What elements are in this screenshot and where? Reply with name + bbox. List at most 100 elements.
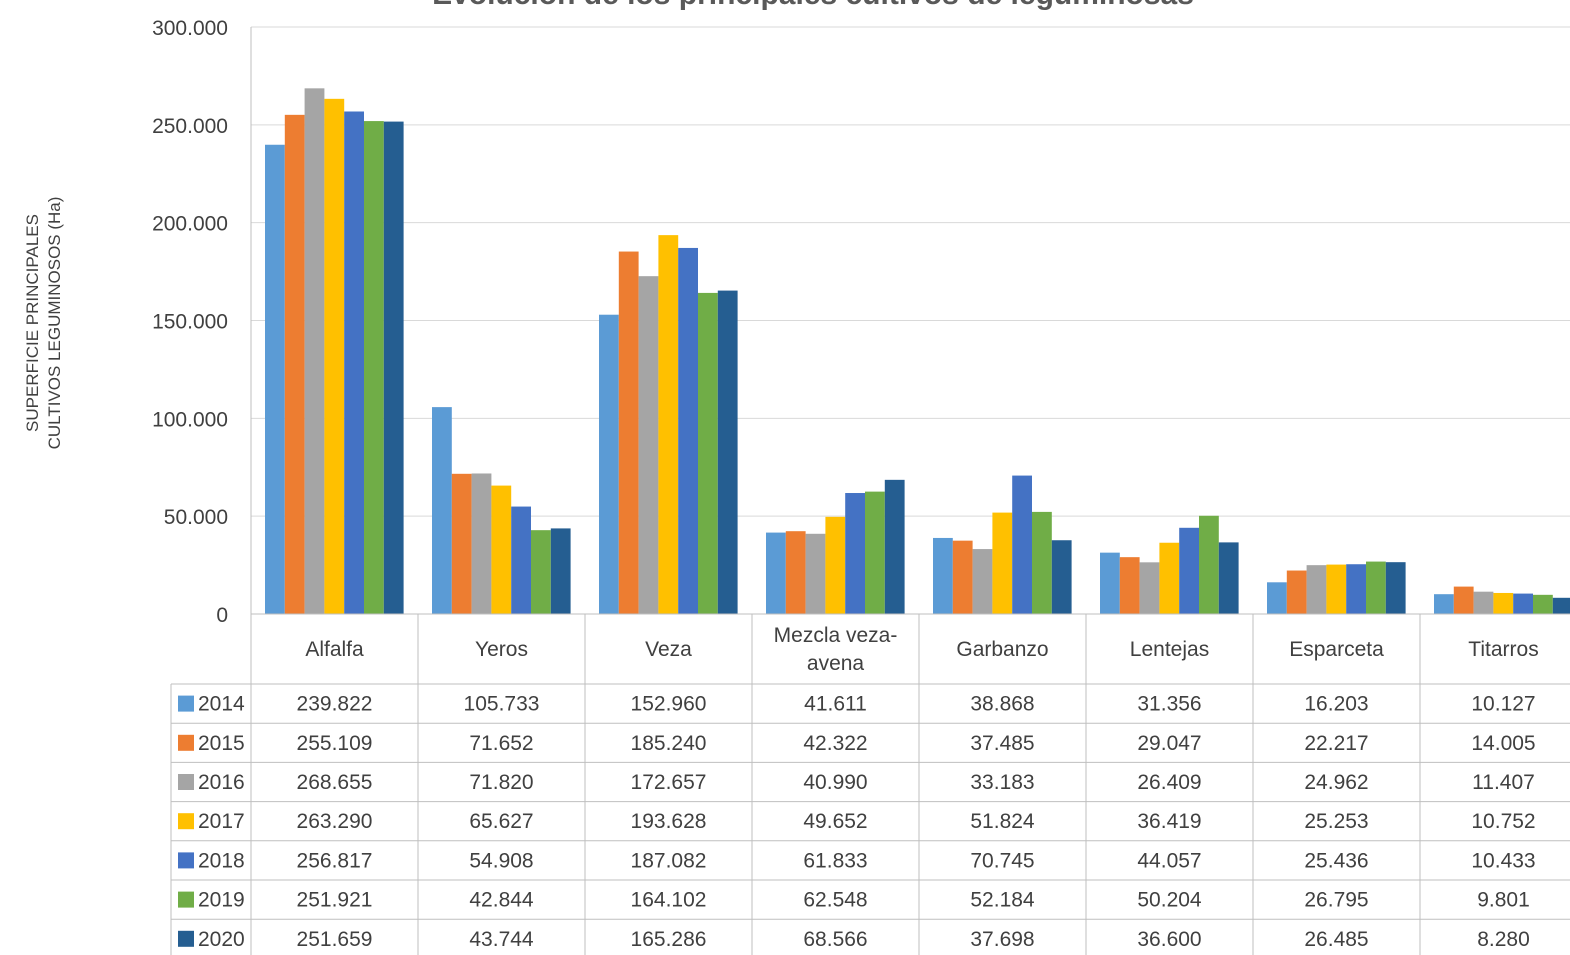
series-name: 2019 bbox=[198, 889, 245, 912]
bar bbox=[1513, 593, 1533, 614]
data-label: 26.485 bbox=[1304, 928, 1368, 951]
data-label: 16.203 bbox=[1304, 693, 1368, 716]
bar bbox=[1346, 564, 1366, 614]
data-label: 185.240 bbox=[631, 732, 707, 755]
bar bbox=[491, 485, 512, 614]
category-label: Garbanzo bbox=[956, 638, 1048, 661]
data-label: 71.820 bbox=[469, 771, 533, 794]
bar bbox=[1366, 561, 1386, 614]
bar bbox=[383, 121, 404, 615]
data-label: 11.407 bbox=[1472, 771, 1535, 794]
bar bbox=[845, 493, 865, 614]
bar bbox=[1218, 542, 1239, 614]
bar bbox=[766, 532, 786, 614]
data-label: 172.657 bbox=[631, 771, 707, 794]
bar bbox=[471, 473, 492, 614]
data-label: 68.566 bbox=[803, 928, 867, 951]
bar bbox=[952, 540, 973, 614]
bar bbox=[865, 491, 885, 614]
bar bbox=[1552, 597, 1570, 614]
series-name: 2015 bbox=[198, 732, 245, 755]
data-label: 14.005 bbox=[1471, 732, 1535, 755]
bar bbox=[599, 314, 619, 614]
data-label: 105.733 bbox=[464, 693, 540, 716]
bar bbox=[1493, 592, 1514, 614]
bar bbox=[1306, 565, 1327, 614]
series-name: 2014 bbox=[198, 693, 245, 716]
bar bbox=[1267, 582, 1287, 614]
bar bbox=[324, 98, 345, 615]
bar bbox=[1385, 562, 1406, 614]
data-label: 25.253 bbox=[1304, 810, 1368, 833]
category-label: Mezcla veza- bbox=[774, 624, 898, 647]
bar bbox=[531, 530, 551, 614]
bar bbox=[992, 512, 1013, 614]
bar bbox=[1179, 527, 1199, 614]
bar bbox=[1139, 562, 1160, 614]
data-label: 49.652 bbox=[803, 810, 867, 833]
data-label: 251.921 bbox=[297, 889, 373, 912]
bar bbox=[284, 114, 305, 614]
y-tick-label: 0 bbox=[216, 604, 228, 627]
bar bbox=[1434, 594, 1454, 614]
data-label: 38.868 bbox=[970, 693, 1034, 716]
data-label: 61.833 bbox=[803, 849, 867, 872]
data-label: 239.822 bbox=[297, 693, 373, 716]
data-label: 70.745 bbox=[970, 849, 1034, 872]
bar bbox=[432, 407, 452, 614]
data-label: 41.611 bbox=[804, 693, 867, 716]
data-label: 9.801 bbox=[1477, 889, 1530, 912]
data-label: 26.409 bbox=[1137, 771, 1201, 794]
legend-key bbox=[178, 734, 194, 751]
bar bbox=[304, 88, 325, 614]
data-label: 29.047 bbox=[1137, 732, 1201, 755]
category-label: Alfalfa bbox=[305, 638, 364, 661]
data-label: 52.184 bbox=[970, 889, 1035, 912]
data-label: 37.698 bbox=[970, 928, 1034, 951]
series-name: 2017 bbox=[198, 810, 245, 833]
bar bbox=[638, 276, 659, 614]
bar bbox=[884, 479, 905, 614]
data-label: 25.436 bbox=[1304, 849, 1368, 872]
bar bbox=[1473, 591, 1494, 614]
data-label: 50.204 bbox=[1137, 889, 1202, 912]
legend-key bbox=[178, 930, 194, 947]
legend-key bbox=[178, 695, 194, 712]
data-label: 31.356 bbox=[1137, 693, 1201, 716]
data-label: 10.127 bbox=[1471, 693, 1535, 716]
bar bbox=[1286, 570, 1307, 614]
data-label: 43.744 bbox=[469, 928, 534, 951]
data-label: 256.817 bbox=[297, 849, 373, 872]
bar bbox=[511, 506, 531, 614]
data-label: 71.652 bbox=[469, 732, 533, 755]
legend-key bbox=[178, 891, 194, 908]
legend-key bbox=[178, 852, 194, 869]
data-label: 42.322 bbox=[803, 732, 867, 755]
bar bbox=[825, 516, 846, 614]
y-axis-title: CULTIVOS LEGUMINOSOS (Ha) bbox=[45, 197, 64, 450]
bar bbox=[1326, 564, 1347, 614]
data-label: 37.485 bbox=[970, 732, 1034, 755]
bar bbox=[1119, 557, 1140, 614]
data-label: 152.960 bbox=[631, 693, 707, 716]
data-label: 33.183 bbox=[970, 771, 1034, 794]
bar bbox=[451, 473, 472, 614]
data-label: 54.908 bbox=[469, 849, 533, 872]
bar bbox=[1100, 552, 1120, 614]
series-name: 2016 bbox=[198, 771, 245, 794]
bar bbox=[805, 533, 826, 614]
data-label: 187.082 bbox=[631, 849, 707, 872]
series-name: 2020 bbox=[198, 928, 245, 951]
bar bbox=[933, 537, 953, 614]
bar bbox=[678, 247, 698, 615]
category-label: Esparceta bbox=[1289, 638, 1384, 661]
bar bbox=[1159, 542, 1180, 614]
bar bbox=[658, 235, 679, 614]
data-label: 10.433 bbox=[1471, 849, 1535, 872]
bar bbox=[1533, 594, 1553, 614]
data-label: 251.659 bbox=[297, 928, 373, 951]
bar bbox=[364, 121, 384, 614]
bar bbox=[344, 111, 364, 614]
legend-key bbox=[178, 774, 194, 790]
